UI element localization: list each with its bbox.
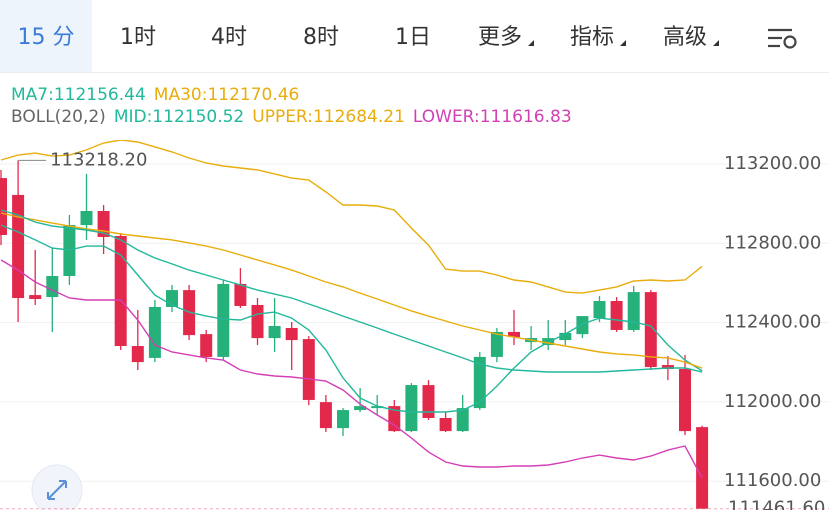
- y-tick-label: 112400.00: [724, 312, 821, 333]
- tabs: 15 分 1时 4时 8时 1日 更多 指标 高级: [18, 25, 708, 50]
- candle-body: [337, 410, 349, 429]
- dropdown-arrow: [713, 40, 719, 46]
- candle-body: [490, 331, 503, 357]
- candle-body: [234, 283, 247, 306]
- indicator-line: [0, 209, 703, 373]
- candle-body: [148, 306, 161, 358]
- candle-body: [679, 369, 691, 432]
- legend: BOLL(20,2)MA7:112156.44 MA30:112170.46MID…: [11, 85, 572, 127]
- dropdown-arrow: [528, 40, 534, 46]
- y-tick-label: 113200.00: [724, 153, 821, 174]
- tab[interactable]: 8时: [303, 25, 339, 50]
- dropdown-arrow: [620, 40, 626, 46]
- indicator-line: [0, 224, 703, 413]
- candle-body: [439, 417, 452, 432]
- tab[interactable]: 1日: [395, 25, 431, 50]
- candle-body: [285, 327, 298, 341]
- expand-button[interactable]: [31, 464, 83, 510]
- plot: [0, 140, 709, 509]
- high-marker-label: 113218.20: [50, 149, 147, 170]
- candle-body: [559, 332, 572, 341]
- legend-entry: MID:112150.52: [114, 107, 244, 127]
- candle-body: [644, 292, 657, 368]
- candle-body: [114, 235, 127, 347]
- candle-body: [29, 295, 42, 300]
- candle-body: [696, 427, 709, 509]
- candle-body: [508, 331, 520, 338]
- candle-body: [456, 408, 469, 432]
- y-axis: 113200.00 112800.00 112400.00 112000.00 1116…: [724, 153, 821, 491]
- candle-body: [627, 292, 640, 330]
- candle-body: [251, 304, 264, 339]
- tab[interactable]: 指标: [570, 25, 614, 50]
- legend-entry: UPPER:112684.21: [252, 107, 405, 127]
- y-tick-label: 112800.00: [724, 232, 821, 253]
- last-price-label: 111461.60: [728, 498, 825, 510]
- tab[interactable]: 4时: [211, 25, 247, 50]
- candle-body: [319, 402, 332, 429]
- candle-body: [12, 194, 25, 299]
- dropdown-arrows: [528, 40, 719, 46]
- candle-body: [268, 325, 281, 339]
- candle-body: [0, 178, 7, 235]
- indicator-label: BOLL(20,2): [11, 107, 106, 127]
- legend-entry: MA30:112170.46: [154, 85, 300, 105]
- indicator-line: [0, 259, 703, 479]
- legend-entry: MA7:112156.44: [11, 85, 146, 105]
- candle-body: [576, 316, 589, 335]
- candle-body: [473, 356, 486, 409]
- candle-body: [302, 339, 315, 400]
- indicator-line: [0, 212, 703, 369]
- legend-entry: LOWER:111616.83: [413, 107, 572, 127]
- y-tick-label: 112000.00: [724, 391, 821, 412]
- candle-body: [131, 346, 144, 363]
- tab[interactable]: 15 分: [18, 25, 75, 50]
- candle-body: [422, 385, 435, 418]
- tab[interactable]: 1时: [120, 25, 156, 50]
- candle-body: [80, 210, 93, 226]
- candle-body: [371, 406, 384, 409]
- tab[interactable]: 高级: [663, 25, 707, 50]
- tab-bar: [0, 0, 829, 72]
- candle-body: [405, 385, 418, 432]
- candle-body: [610, 301, 623, 330]
- candle-body: [354, 406, 367, 411]
- y-tick-label: 111600.00: [724, 470, 821, 491]
- candle-body: [46, 276, 59, 298]
- tab[interactable]: 更多: [478, 25, 522, 50]
- settings-icon[interactable]: [768, 28, 797, 49]
- candle-body: [661, 365, 674, 370]
- selected-tab-bg: [0, 0, 92, 72]
- candle-body: [593, 301, 606, 319]
- indicator-line: [0, 140, 703, 294]
- candle-body: [388, 406, 401, 432]
- candle-body: [217, 283, 230, 357]
- candle-body: [200, 334, 213, 357]
